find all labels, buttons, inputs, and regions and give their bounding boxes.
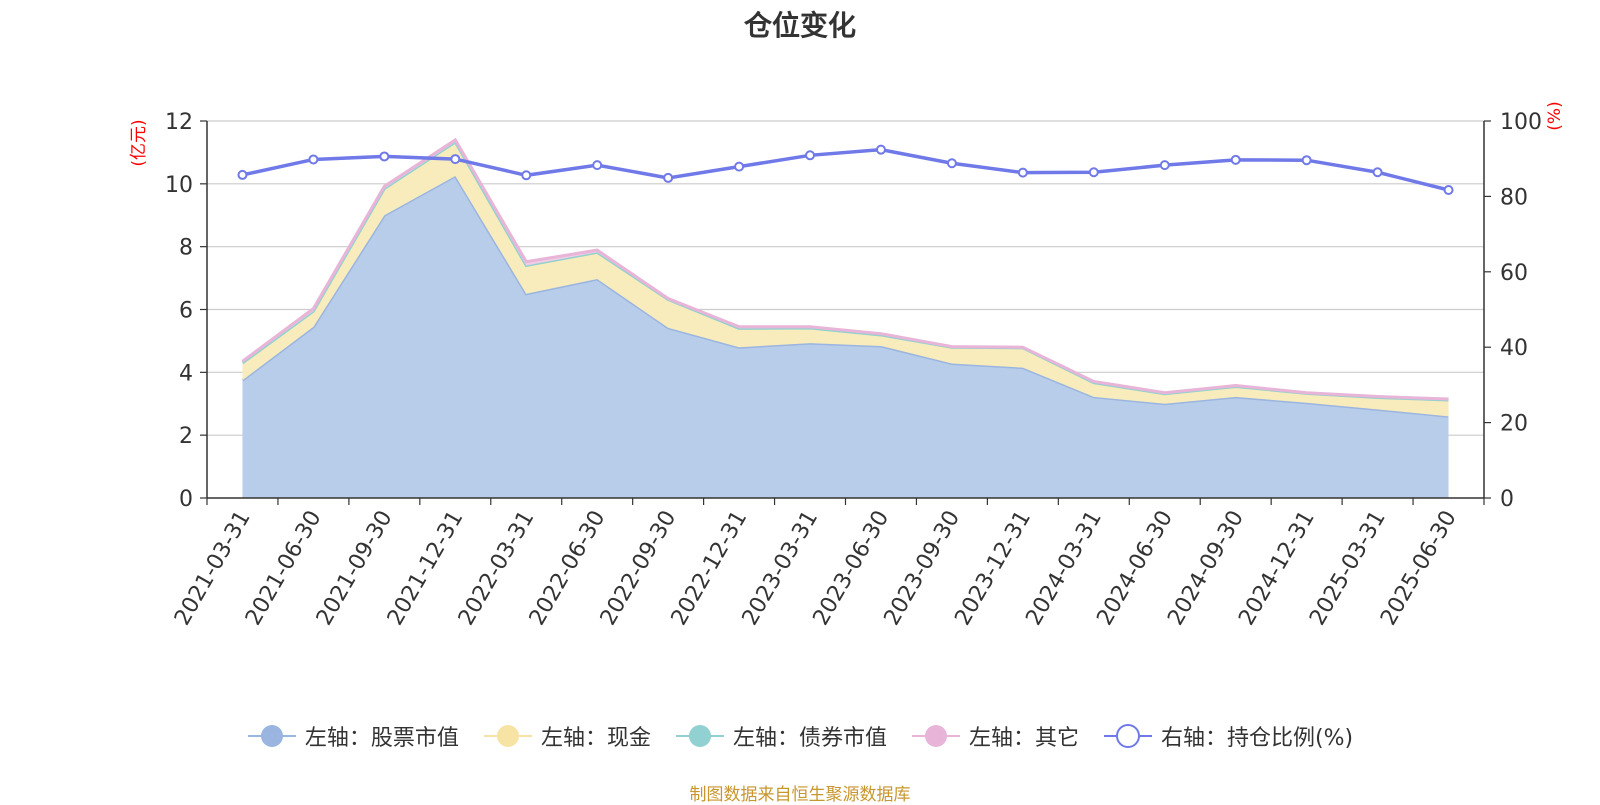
x-tick-label: 2022-06-30 xyxy=(525,507,611,630)
legend-item[interactable]: 左轴：债券市值 xyxy=(675,720,887,752)
right-tick-label: 100 xyxy=(1500,110,1542,135)
legend-marker xyxy=(483,725,532,747)
ratio-point xyxy=(308,154,319,165)
legend-marker xyxy=(911,725,960,747)
left-tick-label: 4 xyxy=(179,361,193,386)
legend: 左轴：股票市值 左轴：现金 左轴：债券市值 左轴：其它 右轴：持仓比例(%) xyxy=(0,720,1600,752)
x-tick-label: 2023-03-31 xyxy=(738,507,824,630)
ratio-point xyxy=(663,172,674,183)
legend-item[interactable]: 左轴：其它 xyxy=(911,720,1079,752)
stacked-areas xyxy=(241,137,1449,498)
ratio-point xyxy=(1159,160,1170,171)
legend-label: 左轴：其它 xyxy=(968,726,1079,751)
legend-label: 右轴：持仓比例(%) xyxy=(1160,726,1354,751)
x-tick-label: 2025-06-30 xyxy=(1376,507,1462,630)
left-tick-label: 10 xyxy=(165,173,193,198)
x-tick-label: 2024-12-31 xyxy=(1234,507,1320,630)
ratio-point xyxy=(734,161,745,172)
ratio-point xyxy=(379,151,390,162)
right-axis-unit-label: (%) xyxy=(1545,101,1565,130)
ratio-point xyxy=(946,158,957,169)
left-axis-unit-label: (亿元) xyxy=(129,119,149,166)
ratio-point xyxy=(1443,184,1454,195)
ratio-line xyxy=(242,147,1449,192)
left-tick-label: 6 xyxy=(179,299,193,324)
legend-item[interactable]: 左轴：现金 xyxy=(483,720,651,752)
x-tick-label: 2023-09-30 xyxy=(880,507,966,630)
legend-label: 左轴：现金 xyxy=(540,726,651,751)
ratio-point xyxy=(805,150,816,161)
ratio-line-series xyxy=(237,144,1454,195)
x-tick-label: 2021-12-31 xyxy=(383,507,469,630)
x-tick-label: 2023-06-30 xyxy=(809,507,895,630)
ratio-point xyxy=(875,144,886,155)
right-tick-label: 20 xyxy=(1500,412,1528,437)
source-note: 制图数据来自恒生聚源数据库 xyxy=(689,785,911,805)
ratio-point xyxy=(450,154,461,165)
ratio-point xyxy=(1088,167,1099,178)
x-tick-label: 2021-03-31 xyxy=(170,507,256,630)
x-tick-label: 2022-12-31 xyxy=(667,507,753,630)
legend-label: 左轴：债券市值 xyxy=(732,726,887,751)
left-tick-label: 12 xyxy=(165,110,193,135)
chart-title: 仓位变化 xyxy=(743,9,856,42)
left-tick-label: 2 xyxy=(179,424,193,449)
x-tick-label: 2024-09-30 xyxy=(1163,507,1249,630)
x-tick-label: 2024-03-31 xyxy=(1021,507,1107,630)
legend-item[interactable]: 左轴：股票市值 xyxy=(247,720,459,752)
right-tick-label: 60 xyxy=(1500,261,1528,286)
ratio-point xyxy=(521,170,532,181)
x-tick-label: 2021-06-30 xyxy=(241,507,327,630)
legend-marker xyxy=(1103,724,1152,748)
x-tick-label: 2025-03-31 xyxy=(1305,507,1391,630)
right-tick-label: 0 xyxy=(1500,487,1514,512)
right-tick-label: 80 xyxy=(1500,185,1528,210)
ratio-point xyxy=(1301,155,1312,166)
legend-marker xyxy=(675,725,724,747)
ratio-point xyxy=(1017,167,1028,178)
legend-marker xyxy=(247,725,296,747)
legend-item[interactable]: 右轴：持仓比例(%) xyxy=(1103,720,1353,752)
x-tick-label: 2021-09-30 xyxy=(312,506,398,629)
right-tick-label: 40 xyxy=(1500,336,1528,361)
ratio-point xyxy=(1230,154,1241,165)
ratio-point xyxy=(1372,167,1383,178)
x-tick-label: 2024-06-30 xyxy=(1092,507,1178,630)
area-edge-左轴：其它 xyxy=(241,137,1449,401)
ratio-point xyxy=(592,160,603,171)
ratio-point xyxy=(237,169,248,180)
position-change-chart: 0 2 4 6 8 10 12 0 20 40 60 80 100 2021-03-312021-06-3… xyxy=(129,101,1565,630)
x-tick-label: 2022-09-30 xyxy=(596,507,682,630)
area-左轴：股票市值 xyxy=(242,175,1449,498)
left-tick-label: 8 xyxy=(179,236,193,261)
legend-label: 左轴：股票市值 xyxy=(304,726,459,751)
left-tick-label: 0 xyxy=(179,487,193,512)
x-tick-label: 2022-03-31 xyxy=(454,507,540,630)
x-tick-label: 2023-12-31 xyxy=(950,507,1036,630)
